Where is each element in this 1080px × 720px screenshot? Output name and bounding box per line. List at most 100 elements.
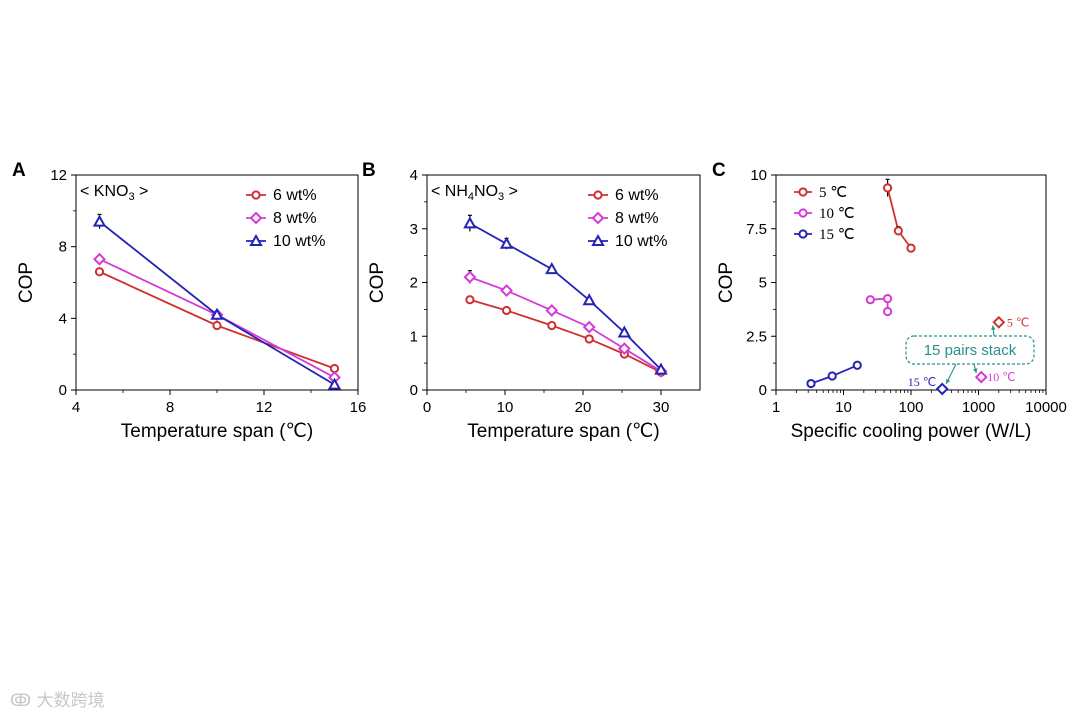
series-2 — [463, 214, 668, 375]
legend-entry: 8 wt% — [246, 210, 317, 227]
data-point — [893, 226, 903, 236]
panel-letter: C — [712, 160, 726, 181]
stack-point — [935, 382, 949, 396]
y-axis-label: COP — [16, 262, 37, 303]
series-line — [886, 187, 912, 249]
data-point — [327, 377, 342, 390]
y-tick-label: 0 — [59, 382, 67, 399]
legend-label: 10 wt% — [615, 233, 667, 250]
data-point — [882, 183, 893, 193]
data-point — [329, 363, 340, 374]
legend-entry: 15 ℃ — [794, 227, 855, 243]
series-0 — [882, 178, 916, 253]
data-point — [852, 360, 862, 370]
chart-panel-c: C 1 10 100 1000 10000 0 2.5 5 7.5 10 Specific cooli… — [712, 160, 1067, 442]
legend-label: 15 ℃ — [819, 227, 855, 243]
legend-marker — [591, 233, 605, 246]
annotation-part: 3 — [128, 191, 134, 203]
annotation-part: < NH — [431, 183, 468, 200]
series-2 — [806, 360, 862, 389]
stack-arrow-head — [946, 378, 951, 384]
panel-letter: A — [12, 160, 26, 181]
series-line — [469, 222, 662, 371]
compound-annotation: < KNO3 > — [80, 183, 148, 203]
data-point — [582, 293, 596, 306]
x-tick-label: 16 — [350, 399, 367, 416]
series-0 — [94, 267, 340, 374]
plot-frame — [75, 174, 359, 391]
x-tick-label: 1000 — [962, 399, 995, 416]
annotation-part: 3 — [498, 191, 504, 203]
data-point — [806, 378, 816, 389]
watermark-text: 大数跨境 — [36, 691, 105, 711]
watermark: ↂ 大数跨境 — [10, 686, 105, 711]
data-point — [94, 267, 105, 277]
x-tick-label: 10000 — [1025, 399, 1067, 416]
y-tick-label: 0 — [410, 382, 418, 399]
legend-marker — [798, 229, 808, 239]
x-tick-label: 10 — [497, 399, 514, 416]
data-point — [499, 236, 514, 249]
legend-label: 10 wt% — [273, 233, 325, 250]
y-tick-label: 2.5 — [746, 328, 767, 345]
series-0 — [465, 295, 666, 377]
legend-entry: 8 wt% — [588, 210, 659, 227]
data-point — [654, 362, 668, 375]
annotation-part: 4 — [468, 191, 474, 203]
x-axis-label: Temperature span (℃) — [121, 421, 313, 442]
legend-label: 8 wt% — [615, 210, 659, 227]
legend-label: 5 ℃ — [819, 185, 847, 201]
chart-panel-b: B 0 10 20 30 0 1 2 3 4 Temperature span (℃) COP < NH… — [362, 160, 701, 442]
x-tick-label: 4 — [72, 399, 80, 416]
legend-marker — [798, 187, 808, 197]
legend-marker — [798, 208, 808, 218]
data-point — [584, 334, 594, 344]
legend-entry: 10 wt% — [246, 233, 325, 250]
y-tick-label: 8 — [59, 239, 67, 256]
stack-point-label: 5 ℃ — [1007, 315, 1029, 329]
series-line — [469, 276, 662, 372]
x-tick-label: 0 — [423, 399, 431, 416]
x-tick-label: 10 — [835, 399, 852, 416]
data-point — [212, 320, 222, 331]
annotation-part: > — [135, 183, 149, 200]
stack-point — [992, 315, 1006, 329]
data-point — [545, 304, 559, 317]
data-point — [865, 295, 875, 305]
data-point — [582, 320, 596, 334]
legend-marker — [251, 190, 261, 200]
annotation-part: > — [504, 183, 518, 200]
y-tick-label: 12 — [50, 167, 67, 184]
data-point — [882, 294, 893, 304]
y-tick-label: 3 — [410, 221, 418, 238]
data-point — [463, 270, 477, 284]
legend-entry: 6 wt% — [246, 187, 317, 204]
legend-marker — [593, 190, 603, 200]
legend-marker — [249, 211, 263, 225]
legend-marker — [249, 233, 263, 246]
data-point — [827, 371, 837, 381]
series-1 — [463, 270, 668, 378]
series-1 — [865, 294, 893, 317]
data-point — [882, 306, 893, 317]
data-point — [92, 214, 107, 227]
data-point — [617, 325, 632, 338]
stack-annotation-box — [905, 335, 1035, 365]
compound-annotation: < NH4NO3 > — [431, 183, 518, 203]
stack-point-label: 10 ℃ — [987, 370, 1015, 384]
y-axis-label: COP — [367, 262, 388, 303]
plot-frame — [426, 174, 701, 391]
data-point — [500, 284, 513, 297]
data-point — [906, 243, 916, 253]
x-tick-label: 30 — [653, 399, 670, 416]
legend-marker — [591, 211, 605, 225]
annotation-part: NO — [474, 183, 498, 200]
x-tick-label: 20 — [575, 399, 592, 416]
y-tick-label: 2 — [410, 275, 418, 292]
y-tick-label: 4 — [410, 167, 418, 184]
stack-annotation-text: 15 pairs stack — [924, 342, 1017, 359]
panel-letter: B — [362, 160, 376, 181]
x-tick-label: 12 — [256, 399, 273, 416]
